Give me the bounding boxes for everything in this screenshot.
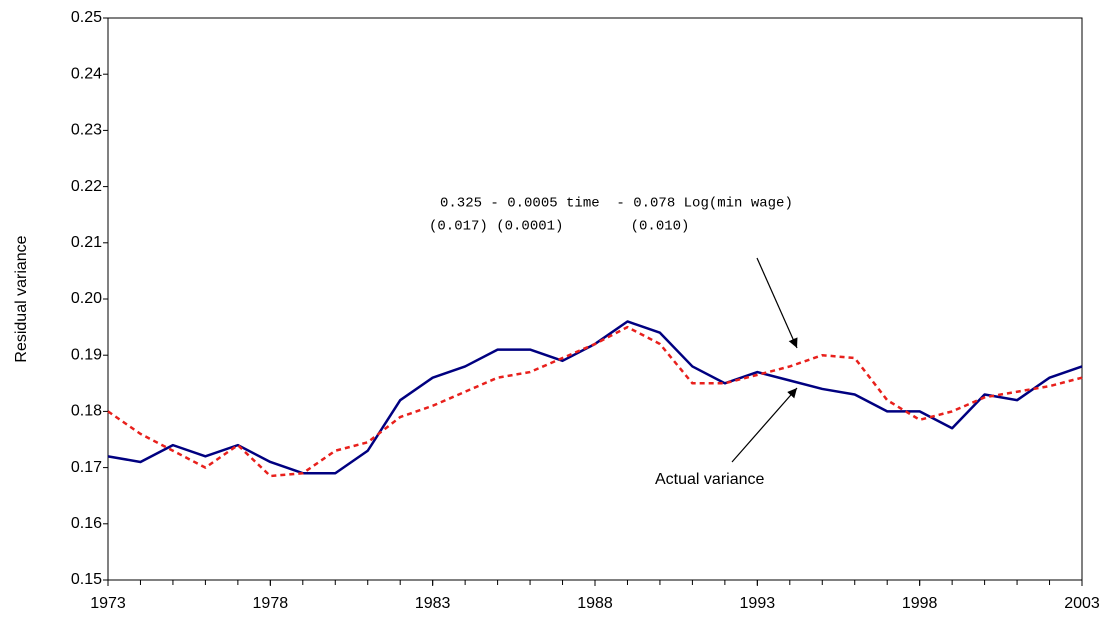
y-tick-label: 0.19 [71, 346, 102, 363]
x-tick-label: 1983 [415, 595, 451, 612]
y-tick-label: 0.22 [71, 178, 102, 195]
plot-frame [107, 17, 1083, 581]
y-tick-label: 0.23 [71, 122, 102, 139]
x-tick-label: 1988 [577, 595, 613, 612]
y-tick-label: 0.18 [71, 403, 102, 420]
arrow [756, 257, 798, 349]
annotation: 0.325 - 0.0005 time - 0.078 Log(min wage… [440, 196, 793, 212]
y-tick-label: 0.20 [71, 290, 102, 307]
y-tick-label: 0.16 [71, 515, 102, 532]
x-tick-label: 1978 [253, 595, 289, 612]
x-tick-label: 1998 [902, 595, 938, 612]
arrow [731, 387, 798, 463]
series-line [107, 325, 1083, 478]
annotation: (0.017) (0.0001) (0.010) [429, 219, 689, 235]
y-tick-label: 0.24 [71, 65, 102, 82]
x-tick-label: 1993 [740, 595, 776, 612]
y-tick-label: 0.25 [71, 9, 102, 26]
y-tick-label: 0.17 [71, 459, 102, 476]
y-tick-label: 0.15 [71, 571, 102, 588]
y-axis-label: Residual variance [13, 235, 30, 362]
x-tick-label: 2003 [1064, 595, 1100, 612]
y-tick-label: 0.21 [71, 234, 102, 251]
x-tick-label: 1973 [90, 595, 126, 612]
annotation: Actual variance [655, 471, 764, 488]
